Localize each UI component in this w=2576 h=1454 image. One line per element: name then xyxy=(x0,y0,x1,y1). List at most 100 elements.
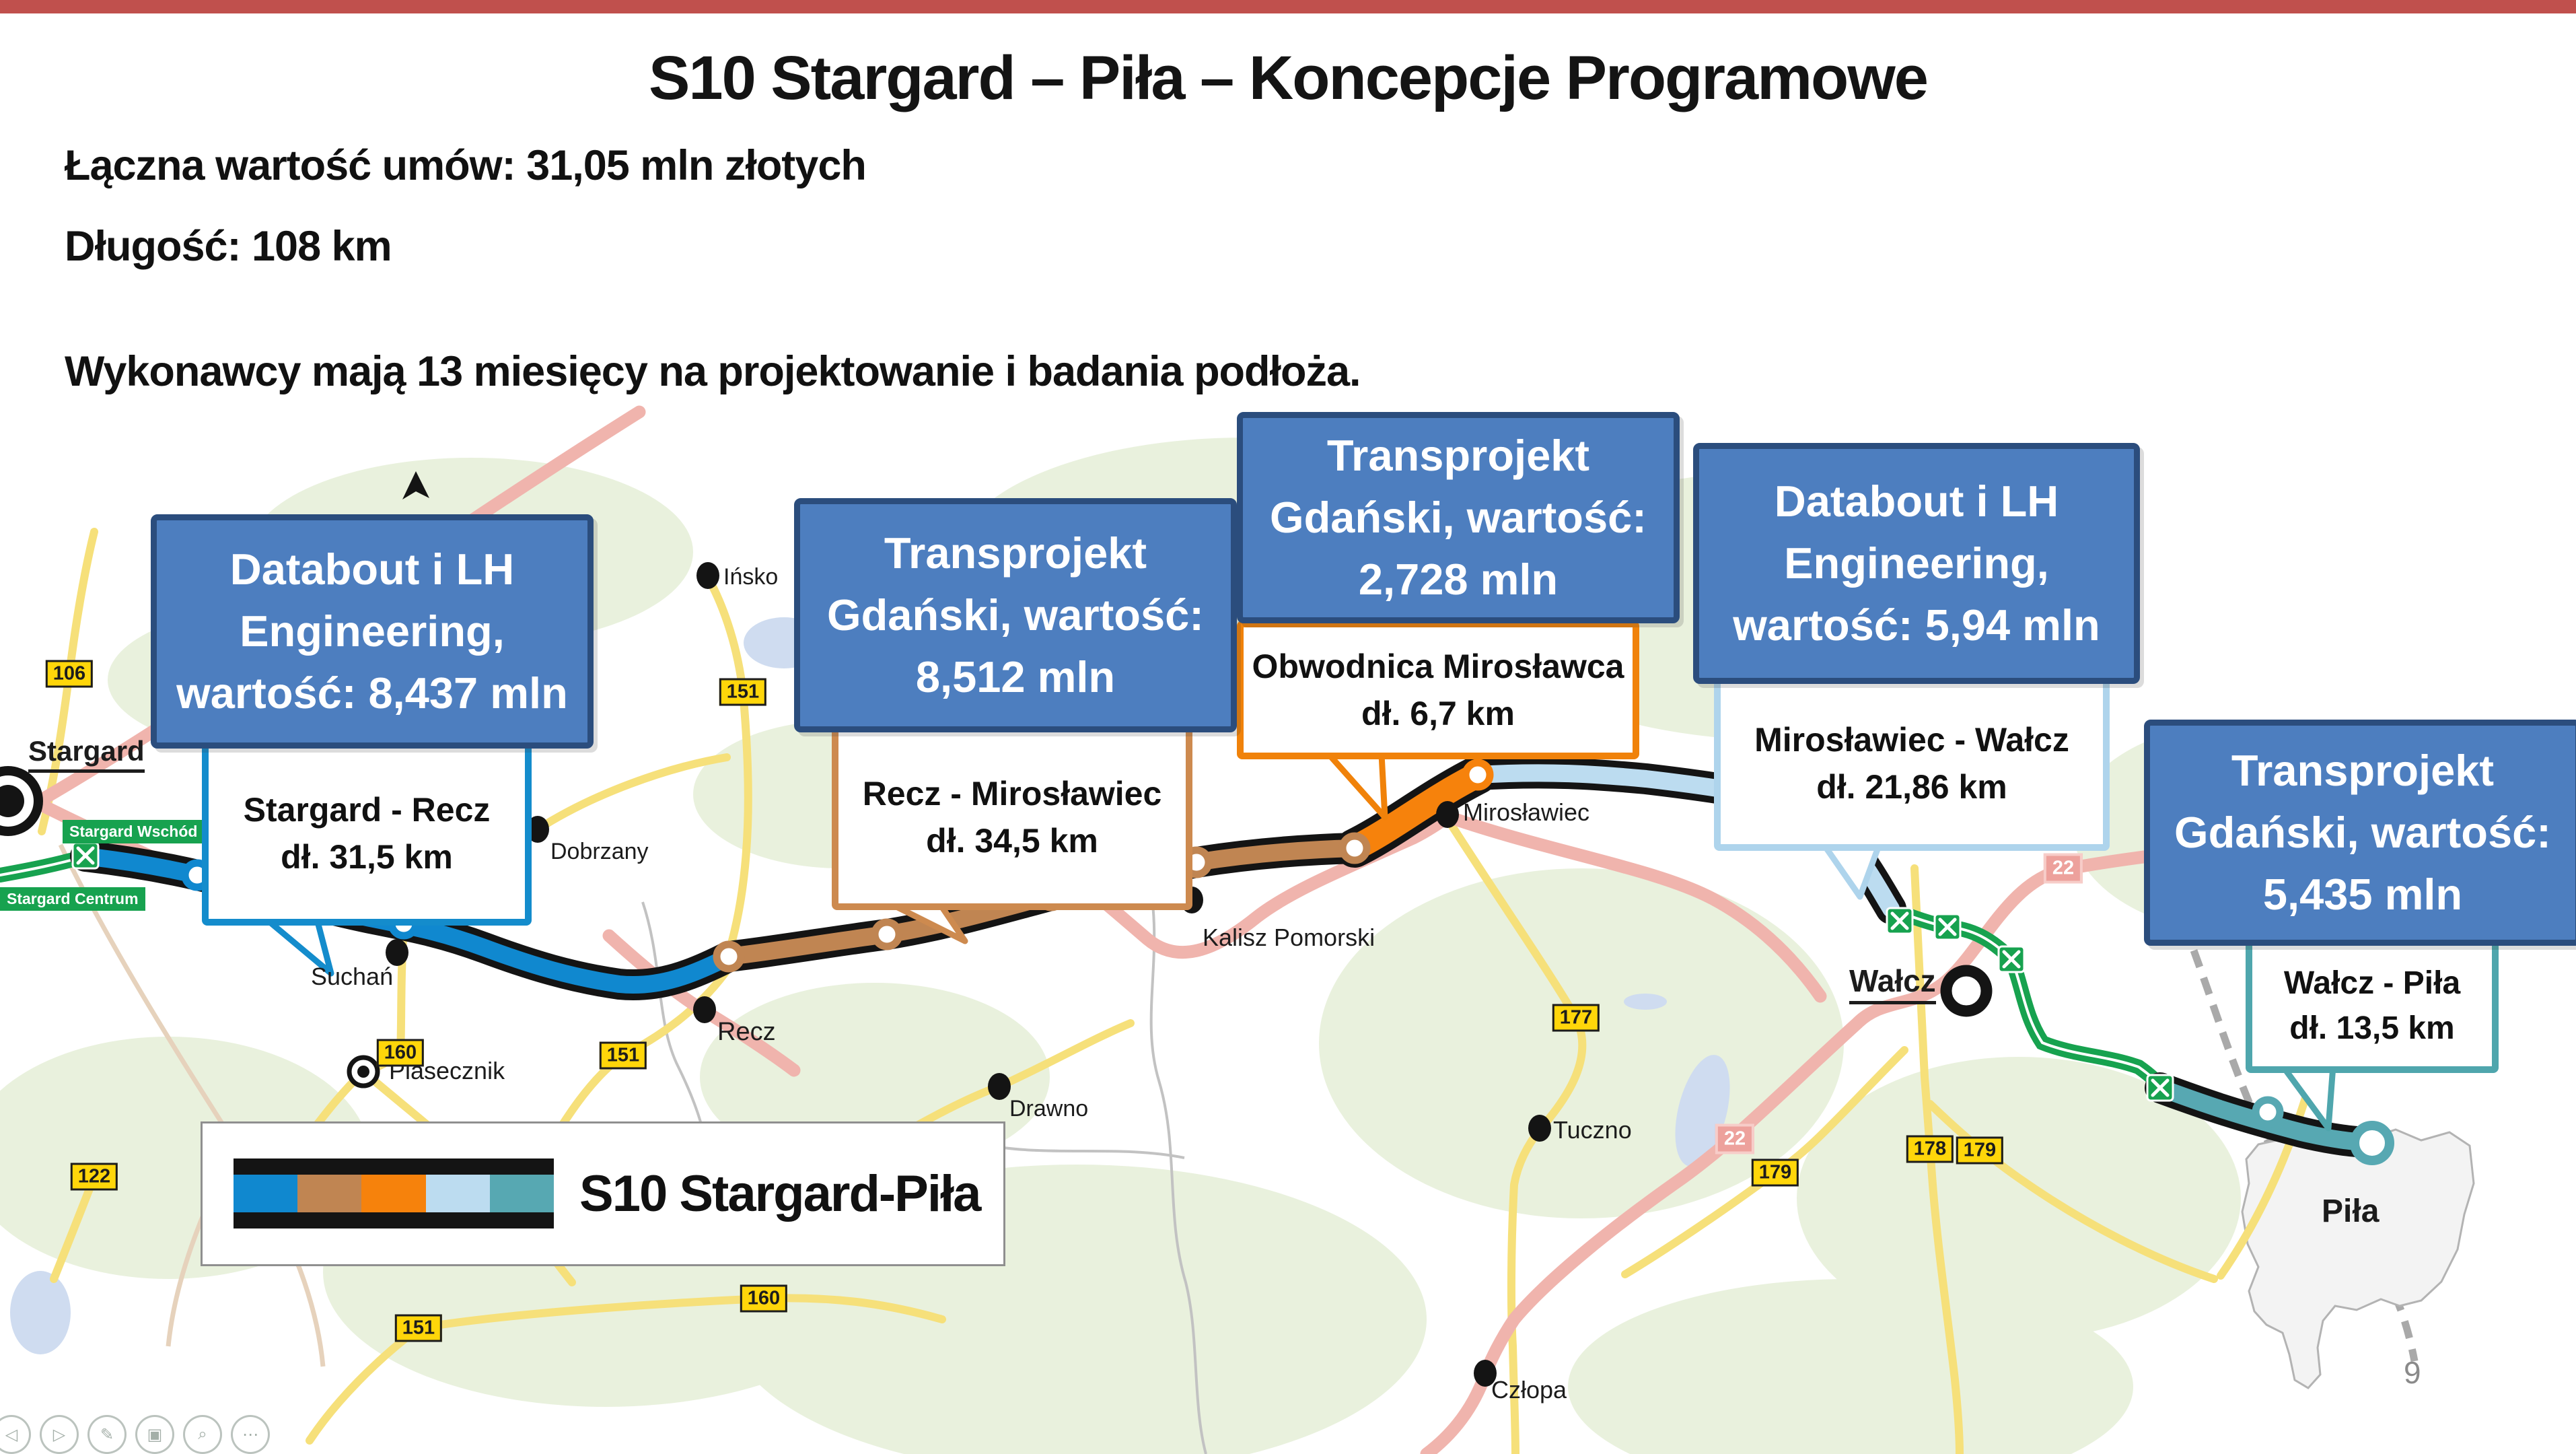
city-label-isko: Ińsko xyxy=(723,564,779,590)
section-name: Stargard - Recz xyxy=(243,790,491,829)
road-badge-151: 151 xyxy=(599,1041,647,1070)
legend-casing-top xyxy=(234,1158,554,1175)
junction-label: Stargard Wschód xyxy=(63,820,205,843)
road-badge-151: 151 xyxy=(719,678,767,706)
contract-value: wartość: 8,437 mln xyxy=(176,668,568,718)
pen-tools-button[interactable]: ✎ xyxy=(87,1415,127,1454)
road-badge-106: 106 xyxy=(45,660,94,688)
city-dot xyxy=(696,562,719,589)
info-box-obwodnica-miroslawca: Obwodnica Mirosławca dł. 6,7 km xyxy=(1237,621,1639,759)
road-badge-177: 177 xyxy=(1552,1004,1600,1032)
route-marker xyxy=(713,940,745,973)
city-label-sucha: Suchań xyxy=(311,963,394,990)
city-dot xyxy=(693,996,716,1023)
next-slide-button[interactable]: ▷ xyxy=(40,1415,79,1454)
slide-accent-bar xyxy=(0,0,2576,13)
contract-box-2: Transprojekt Gdański, wartość: 8,512 mln xyxy=(794,498,1237,732)
city-dot xyxy=(1436,801,1459,828)
road-badge-160: 160 xyxy=(740,1284,788,1313)
city-dot xyxy=(988,1073,1011,1100)
city-label-dobrzany: Dobrzany xyxy=(550,839,649,864)
city-label-recz: Recz xyxy=(717,1018,776,1046)
road-badge-22: 22 xyxy=(2043,853,2083,884)
map-legend: S10 Stargard-Piła xyxy=(201,1121,1005,1266)
legend-label: S10 Stargard-Piła xyxy=(579,1165,981,1222)
more-options-button[interactable]: ⋯ xyxy=(231,1415,270,1454)
contractor-line: Gdański, wartość: xyxy=(1270,492,1647,542)
city-dot xyxy=(526,816,549,843)
road-badge-122: 122 xyxy=(70,1163,118,1191)
total-contracts-value: Łączna wartość umów: 31,05 mln złotych xyxy=(65,142,867,189)
interchange-icons xyxy=(71,841,2174,1102)
interchange-icon xyxy=(71,841,100,870)
route-marker xyxy=(2252,1096,2284,1128)
legend-segment xyxy=(425,1175,490,1212)
section-length: dł. 31,5 km xyxy=(281,837,453,876)
zoom-slide-button[interactable]: ⌕ xyxy=(183,1415,222,1454)
city-label-pia: Piła xyxy=(2322,1193,2380,1229)
contract-value: 8,512 mln xyxy=(915,652,1116,702)
contract-box-3: Transprojekt Gdański, wartość: 2,728 mln xyxy=(1237,412,1680,623)
city-label-wacz: Wałcz xyxy=(1849,963,1936,1004)
info-box-stargard-recz: Stargard - Recz dł. 31,5 km xyxy=(202,740,532,926)
road-badge-179: 179 xyxy=(1956,1136,2004,1165)
road-badge-160: 160 xyxy=(376,1039,425,1067)
all-slides-button[interactable]: ▣ xyxy=(135,1415,174,1454)
contract-value: 5,435 mln xyxy=(2262,870,2463,920)
contractor-line: Gdański, wartość: xyxy=(827,590,1204,639)
total-length: Długość: 108 km xyxy=(65,223,392,270)
contract-box-1: Databout i LH Engineering, wartość: 8,43… xyxy=(151,514,594,749)
city-dots xyxy=(347,562,1551,1387)
contract-value: 2,728 mln xyxy=(1358,555,1559,604)
city-label-kaliszpomorski: Kalisz Pomorski xyxy=(1203,924,1375,951)
stargard-ring-symbol xyxy=(0,766,43,836)
info-box-walcz-pila: Wałcz - Piła dł. 13,5 km xyxy=(2246,938,2499,1073)
contractor-line: Databout i LH xyxy=(229,544,515,594)
legend-casing-bottom xyxy=(234,1212,554,1228)
road-badge-22: 22 xyxy=(1715,1123,1755,1154)
contractor-line: Engineering, xyxy=(240,606,505,656)
city-label-stargard: Stargard xyxy=(28,735,145,773)
contract-box-5: Transprojekt Gdański, wartość: 5,435 mln xyxy=(2144,720,2576,946)
info-box-recz-miroslawiec: Recz - Mirosławiec dł. 34,5 km xyxy=(832,724,1192,910)
section-length: dł. 21,86 km xyxy=(1816,768,2007,806)
section-length: dł. 13,5 km xyxy=(2289,1010,2455,1046)
junction-label: Stargard Centrum xyxy=(0,887,145,911)
section-name: Mirosławiec - Wałcz xyxy=(1754,721,2069,759)
interchange-icon xyxy=(1886,907,1914,935)
contractor-line: Engineering, xyxy=(1784,538,2049,588)
road-badge-178: 178 xyxy=(1906,1135,1954,1163)
city-label-mirosawiec: Mirosławiec xyxy=(1463,798,1590,826)
interchange-icon xyxy=(1933,913,1962,941)
legend-color-segments xyxy=(234,1175,554,1212)
legend-route-sample xyxy=(234,1158,554,1228)
north-arrow-icon xyxy=(402,471,429,499)
contract-box-4: Databout i LH Engineering, wartość: 5,94… xyxy=(1693,443,2140,684)
route-marker xyxy=(2350,1121,2394,1165)
contract-value: wartość: 5,94 mln xyxy=(1733,600,2100,650)
contractor-line: Databout i LH xyxy=(1774,476,2059,526)
slide-title: S10 Stargard – Piła – Koncepcje Programo… xyxy=(649,44,1929,112)
interchange-icon xyxy=(2146,1074,2174,1102)
road-badge-151: 151 xyxy=(394,1314,443,1342)
section-name: Obwodnica Mirosławca xyxy=(1252,648,1624,685)
presenter-controls: ◁ ▷ ✎ ▣ ⌕ ⋯ xyxy=(0,1415,270,1454)
city-label-drawno: Drawno xyxy=(1009,1096,1089,1121)
route-marker xyxy=(1462,759,1494,791)
city-dot xyxy=(1528,1115,1551,1142)
contractor-line: Transprojekt xyxy=(1326,430,1590,480)
interchange-icon xyxy=(1997,945,2026,973)
contractor-line: Gdański, wartość: xyxy=(2174,807,2551,857)
contractor-line: Transprojekt xyxy=(2231,745,2495,795)
walcz-ring-symbol xyxy=(1940,965,1993,1017)
village-ring-dot xyxy=(347,1055,380,1088)
section-name: Recz - Mirosławiec xyxy=(862,775,1162,812)
previous-slide-button[interactable]: ◁ xyxy=(0,1415,31,1454)
legend-segment xyxy=(234,1175,298,1212)
section-length: dł. 6,7 km xyxy=(1361,695,1515,732)
info-box-miroslawiec-walcz: Mirosławiec - Wałcz dł. 21,86 km xyxy=(1714,676,2110,851)
design-time-note: Wykonawcy mają 13 miesięcy na projektowa… xyxy=(65,348,1361,395)
legend-segment xyxy=(297,1175,362,1212)
